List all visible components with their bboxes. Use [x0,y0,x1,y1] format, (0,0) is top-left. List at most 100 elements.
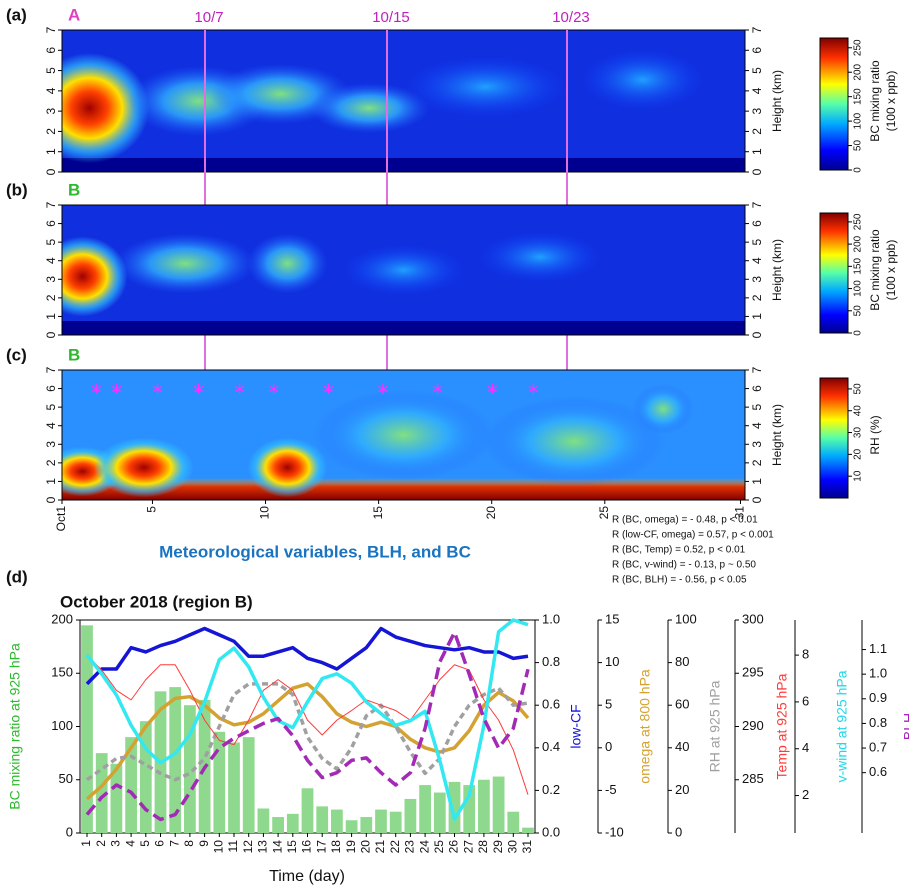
y-tick-label: 8 [802,647,809,662]
heatmap-blob [405,56,566,117]
x-tick-label: 1 [79,840,93,847]
bar [257,808,270,833]
y-tick-label: 7 [44,26,58,33]
bar [110,763,123,833]
y-tick-label: -5 [605,782,617,797]
region-label: A [68,5,80,24]
x-tick-label: 29 [491,840,505,854]
colorbar [819,37,849,171]
y-tick-label: 4 [750,422,764,429]
colorbar-tick-label: 100 [853,280,864,297]
bar [286,813,299,833]
x-tick-label: 13 [256,840,270,854]
colorbar-tick-label: 250 [853,39,864,56]
bar [242,737,255,833]
asterisk: ∗ [486,381,499,398]
colorbar-tick-label: 30 [853,427,864,439]
asterisk: ∗ [431,381,444,398]
y-tick-label: 1 [44,148,58,155]
x-tick-label: 9 [197,840,211,847]
colorbar-tick-label: 50 [853,140,864,152]
y-tick-label: 6 [802,693,809,708]
bar [125,737,137,833]
heatmap-blob [247,437,328,498]
line [86,654,529,795]
heatmap-blob [62,236,128,317]
y-tick-label: 0.6 [869,764,887,779]
asterisk: ∗ [192,381,205,398]
y-tick-label: 6 [750,220,764,227]
x-tick-label: 14 [270,840,284,854]
date-marker-label: 10/23 [552,9,590,26]
y-tick-label: 20 [675,782,689,797]
bar [272,817,284,833]
y-tick-label: 0 [66,824,73,839]
colorbar-tick-label: 10 [853,470,864,482]
colorbar-tick-label: 100 [853,112,864,129]
annotation: R (low-CF, omega) = 0.57, p < 0.001 [612,530,774,541]
x-tick-label: 11 [226,840,240,853]
y-tick-label: 1 [750,313,764,320]
y-tick-label: 5 [605,697,612,712]
y-tick-label: 4 [44,257,58,264]
x-tick-label: 8 [182,840,196,847]
y-tick-label: 3 [44,107,58,114]
heatmap-blob [313,390,494,480]
y-tick-label: 6 [750,385,764,392]
y-tick-label: 2 [750,294,764,301]
x-tick-label: 12 [241,840,255,854]
y-tick-label: 0 [750,331,764,338]
y-tick-label: 6 [44,385,58,392]
date-marker-label: 10/15 [372,9,410,26]
colorbar-tick-label: 40 [853,405,864,417]
y-tick-label: 7 [750,366,764,373]
colorbar-tick-label: 0 [853,330,864,336]
y-axis-label: low-CF [568,704,584,748]
bar [492,776,505,833]
x-tick-label: 25 [432,840,446,854]
y-tick-label: 4 [44,422,58,429]
colorbar-label: RH (%) [868,415,882,454]
x-tick-label: 19 [344,840,358,854]
x-tick-label: 10 [211,840,225,854]
y-tick-label: 7 [44,201,58,208]
colorbar-tick-label: 150 [853,258,864,275]
heatmap-blob [343,245,464,295]
y-tick-label: 4 [750,257,764,264]
plot-frame [61,29,746,173]
bar [478,779,490,833]
y-tick-label: 295 [742,665,764,680]
x-tick-label: 27 [461,840,475,854]
y-tick-label: 0 [605,739,612,754]
y-tick-label: 100 [675,611,697,626]
date-marker-label: 10/7 [194,9,223,26]
bar [463,785,476,833]
y-tick-label: 2 [44,294,58,301]
y-tick-label: 0 [44,331,58,338]
region-label: B [68,345,80,364]
x-tick-label: 31 [733,506,747,520]
colorbar-tick-label: 150 [853,88,864,105]
y-tick-label: 5 [44,238,58,245]
y-tick-label: 285 [742,771,764,786]
y-axis-label: Height (km) [770,239,784,301]
annotation: R (BC, Temp) = 0.52, p < 0.01 [612,545,746,556]
panel-label: (c) [6,345,27,364]
y-tick-label: 0 [675,824,682,839]
y-axis-label: BC mixing ratio at 925 hPa [7,643,23,810]
y-tick-label: 6 [44,220,58,227]
x-tick-label: 20 [358,840,372,854]
y-tick-label: 1 [44,478,58,485]
x-tick-label: 17 [314,840,328,854]
bar [331,809,343,833]
bar [404,798,417,833]
x-tick-label: 28 [476,840,490,854]
y-tick-label: 3 [44,276,58,283]
colorbar-tick-label: 0 [853,167,864,173]
y-tick-label: 1 [750,478,764,485]
y-tick-label: 3 [750,441,764,448]
asterisk: ∗ [527,381,540,398]
y-tick-label: 2 [44,128,58,135]
y-tick-label: 7 [750,26,764,33]
asterisk: ∗ [89,381,102,398]
